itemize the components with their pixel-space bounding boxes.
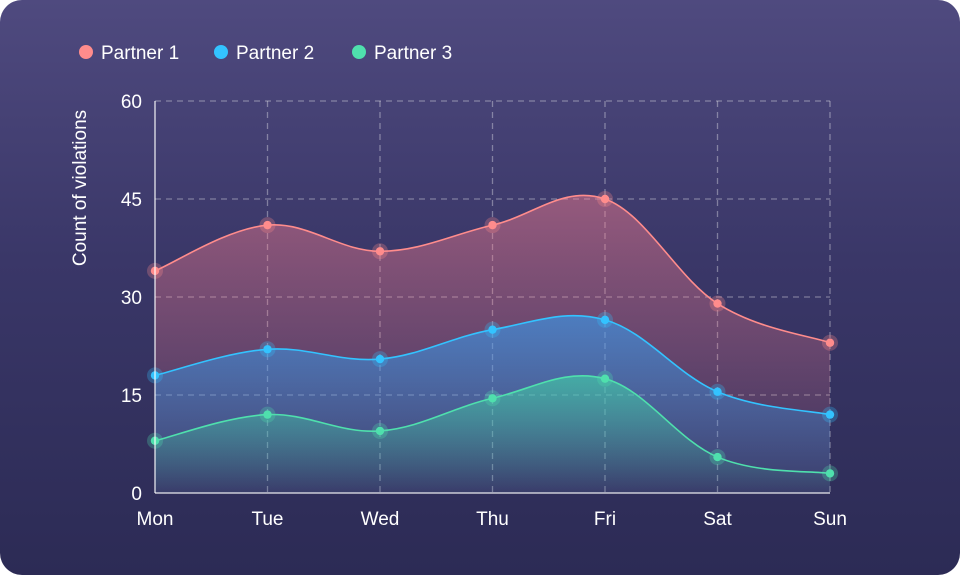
point-dot xyxy=(375,354,385,364)
point-dot xyxy=(488,394,497,403)
legend-item-partner-3[interactable]: Partner 3 xyxy=(352,43,452,64)
legend-label: Partner 1 xyxy=(101,43,179,64)
point-dot xyxy=(600,315,610,325)
x-tick-label: Thu xyxy=(476,509,509,530)
legend-marker-icon xyxy=(352,45,366,59)
x-tick-label: Sun xyxy=(813,509,847,530)
point-dot xyxy=(263,410,272,419)
legend-label: Partner 3 xyxy=(374,43,452,64)
x-tick-labels: Mon Tue Wed Thu Fri Sat Sun xyxy=(137,509,847,530)
point-dot xyxy=(825,410,835,419)
point-dot xyxy=(488,220,497,230)
point-dot xyxy=(600,194,610,204)
series-areas xyxy=(155,195,830,493)
legend-marker-icon xyxy=(214,45,228,59)
x-tick-label: Mon xyxy=(137,509,174,530)
point-dot xyxy=(263,220,272,230)
point-partner-3-wed[interactable] xyxy=(372,422,388,439)
x-tick-label: Sat xyxy=(703,509,732,530)
point-dot xyxy=(713,452,722,462)
point-partner-1-sat[interactable] xyxy=(709,295,726,312)
point-dot xyxy=(713,387,722,396)
point-partner-1-sun[interactable] xyxy=(822,334,838,351)
y-tick-label: 30 xyxy=(121,288,142,309)
legend-item-partner-2[interactable]: Partner 2 xyxy=(214,43,314,64)
legend-label: Partner 2 xyxy=(236,43,314,64)
y-tick-label: 60 xyxy=(121,92,142,113)
point-dot xyxy=(713,299,722,308)
point-partner-3-thu[interactable] xyxy=(484,390,501,407)
y-tick-labels: 0 15 30 45 60 xyxy=(121,92,142,505)
series-points xyxy=(147,191,838,482)
point-partner-3-tue[interactable] xyxy=(259,406,276,423)
point-dot xyxy=(375,426,385,436)
point-partner-2-fri[interactable] xyxy=(597,311,613,328)
point-dot xyxy=(375,247,385,256)
point-partner-2-tue[interactable] xyxy=(259,341,276,358)
legend: Partner 1 Partner 2 Partner 3 xyxy=(79,43,452,64)
point-partner-2-wed[interactable] xyxy=(372,351,388,368)
point-partner-1-wed[interactable] xyxy=(372,243,388,260)
point-partner-2-sun[interactable] xyxy=(822,406,838,423)
point-partner-1-thu[interactable] xyxy=(484,217,501,234)
point-partner-2-sat[interactable] xyxy=(709,383,726,400)
point-dot xyxy=(600,374,610,383)
x-tick-label: Wed xyxy=(361,509,400,530)
point-dot xyxy=(825,338,835,347)
point-partner-1-tue[interactable] xyxy=(259,217,276,234)
y-tick-label: 15 xyxy=(121,386,142,407)
legend-marker-icon xyxy=(79,45,93,59)
area-partner-3 xyxy=(155,375,830,493)
point-dot xyxy=(263,345,272,354)
axes xyxy=(154,101,830,494)
x-tick-label: Fri xyxy=(594,509,616,530)
legend-item-partner-1[interactable]: Partner 1 xyxy=(79,43,179,64)
y-tick-label: 45 xyxy=(121,190,142,211)
point-partner-3-sun[interactable] xyxy=(822,465,838,482)
point-dot xyxy=(825,469,835,478)
point-partner-3-fri[interactable] xyxy=(597,370,613,387)
y-tick-label: 0 xyxy=(131,484,142,505)
point-partner-3-sat[interactable] xyxy=(709,449,726,466)
y-axis-label: Count of violations xyxy=(70,110,91,266)
point-partner-1-fri[interactable] xyxy=(597,191,613,207)
point-partner-2-thu[interactable] xyxy=(484,321,501,338)
x-tick-label: Tue xyxy=(251,509,283,530)
point-dot xyxy=(488,325,497,334)
